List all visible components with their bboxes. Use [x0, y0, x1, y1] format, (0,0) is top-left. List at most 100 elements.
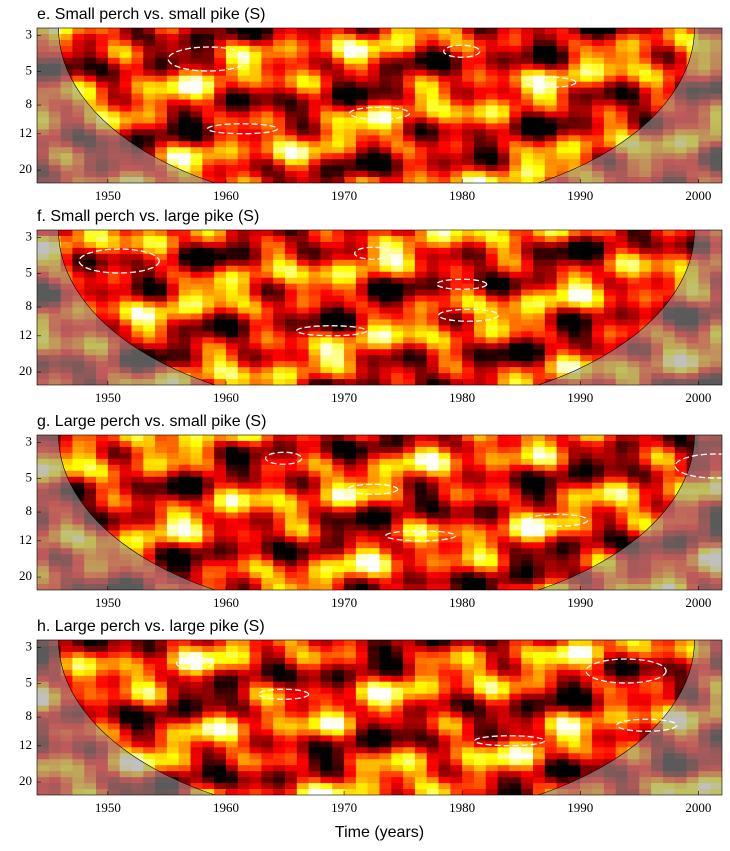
- heatmap-cell: [533, 153, 546, 160]
- heatmap-cell: [96, 470, 109, 478]
- heatmap-cell: [568, 105, 581, 113]
- heatmap-cell: [237, 458, 251, 466]
- heatmap-cell: [615, 39, 629, 47]
- heatmap-cell: [119, 699, 133, 707]
- heatmap-cell: [592, 349, 605, 356]
- heatmap-cell: [473, 153, 487, 160]
- heatmap-cell: [615, 542, 629, 549]
- heatmap-cell: [379, 235, 392, 243]
- contour: [353, 246, 392, 260]
- heatmap-cell: [473, 361, 487, 368]
- heatmap-cell: [462, 135, 475, 142]
- heatmap-cell: [497, 458, 511, 466]
- heatmap-cell: [462, 500, 475, 508]
- heatmap-cell: [403, 253, 416, 261]
- heatmap-cell: [627, 470, 640, 478]
- heatmap-cell: [225, 325, 239, 332]
- heatmap-cell: [84, 681, 97, 689]
- heatmap-cell: [403, 265, 416, 273]
- heatmap-cell: [214, 51, 227, 59]
- heatmap-cell: [84, 711, 97, 719]
- heatmap-cell: [119, 651, 133, 659]
- heatmap-cell: [521, 165, 534, 172]
- heatmap-cell: [131, 458, 144, 466]
- heatmap-cell: [84, 301, 97, 309]
- heatmap-cell: [414, 271, 428, 279]
- heatmap-cell: [615, 111, 629, 119]
- heatmap-cell: [521, 177, 534, 183]
- heatmap-cell: [497, 153, 511, 160]
- heatmap-cell: [166, 435, 180, 442]
- heatmap-cell: [651, 301, 664, 309]
- heatmap-cell: [521, 283, 534, 291]
- heatmap-cell: [107, 651, 121, 659]
- heatmap-cell: [639, 28, 652, 35]
- heatmap-cell: [225, 482, 239, 490]
- heatmap-cell: [615, 506, 629, 514]
- heatmap-cell: [497, 367, 511, 374]
- heatmap-cell: [580, 135, 593, 142]
- heatmap-cell: [178, 512, 192, 520]
- heatmap-cell: [544, 572, 558, 579]
- heatmap-cell: [403, 337, 416, 344]
- heatmap-cell: [225, 566, 239, 573]
- heatmap-cell: [237, 129, 251, 136]
- heatmap-cell: [521, 93, 534, 101]
- heatmap-cell: [119, 500, 133, 508]
- heatmap-cell: [367, 177, 381, 183]
- heatmap-cell: [225, 283, 239, 291]
- heatmap-cell: [450, 464, 463, 472]
- heatmap-cell: [344, 117, 357, 124]
- heatmap-cell: [391, 153, 404, 160]
- heatmap-cell: [592, 488, 605, 496]
- heatmap-cell: [403, 301, 416, 309]
- heatmap-cell: [166, 747, 180, 754]
- heatmap-cell: [568, 435, 581, 442]
- heatmap-cell: [414, 572, 428, 579]
- heatmap-cell: [107, 518, 121, 526]
- heatmap-cell: [556, 476, 570, 484]
- heatmap-cell: [556, 117, 570, 124]
- heatmap-cell: [72, 51, 85, 59]
- heatmap-cell: [249, 349, 262, 356]
- heatmap-cell: [379, 57, 392, 65]
- heatmap-cell: [426, 259, 440, 267]
- heatmap-cell: [355, 241, 369, 249]
- heatmap-cell: [615, 230, 629, 237]
- heatmap-cell: [261, 518, 274, 526]
- heatmap-cell: [225, 530, 239, 537]
- heatmap-cell: [285, 470, 298, 478]
- heatmap-cell: [131, 687, 144, 695]
- heatmap-cell: [296, 159, 310, 166]
- heatmap-cell: [84, 506, 97, 514]
- heatmap-cell: [450, 343, 463, 350]
- heatmap-cell: [615, 265, 629, 273]
- heatmap-cell: [72, 640, 85, 647]
- heatmap-cell: [592, 464, 605, 472]
- heatmap-cell: [544, 512, 558, 520]
- heatmap-cell: [450, 307, 463, 315]
- heatmap-cell: [615, 512, 629, 520]
- heatmap-cell: [107, 440, 121, 448]
- heatmap-cell: [72, 265, 85, 273]
- heatmap: [37, 435, 722, 590]
- heatmap-cell: [96, 494, 109, 502]
- heatmap-cell: [72, 283, 85, 291]
- heatmap-cell: [107, 247, 121, 255]
- heatmap-cell: [450, 373, 463, 380]
- heatmap-cell: [60, 446, 74, 454]
- heatmap-cell: [521, 123, 534, 130]
- heatmap-cell: [178, 313, 192, 321]
- heatmap-cell: [533, 283, 546, 291]
- heatmap-cell: [155, 129, 168, 136]
- heatmap-cell: [273, 572, 286, 579]
- heatmap-cell: [533, 367, 546, 374]
- heatmap-cell: [225, 313, 239, 321]
- heatmap-cell: [391, 578, 404, 585]
- heatmap-cell: [438, 530, 451, 537]
- heatmap-cell: [568, 536, 581, 543]
- heatmap-cell: [107, 640, 121, 647]
- heatmap-cell: [344, 87, 357, 95]
- heatmap-cell: [379, 464, 392, 472]
- heatmap-cell: [662, 33, 676, 41]
